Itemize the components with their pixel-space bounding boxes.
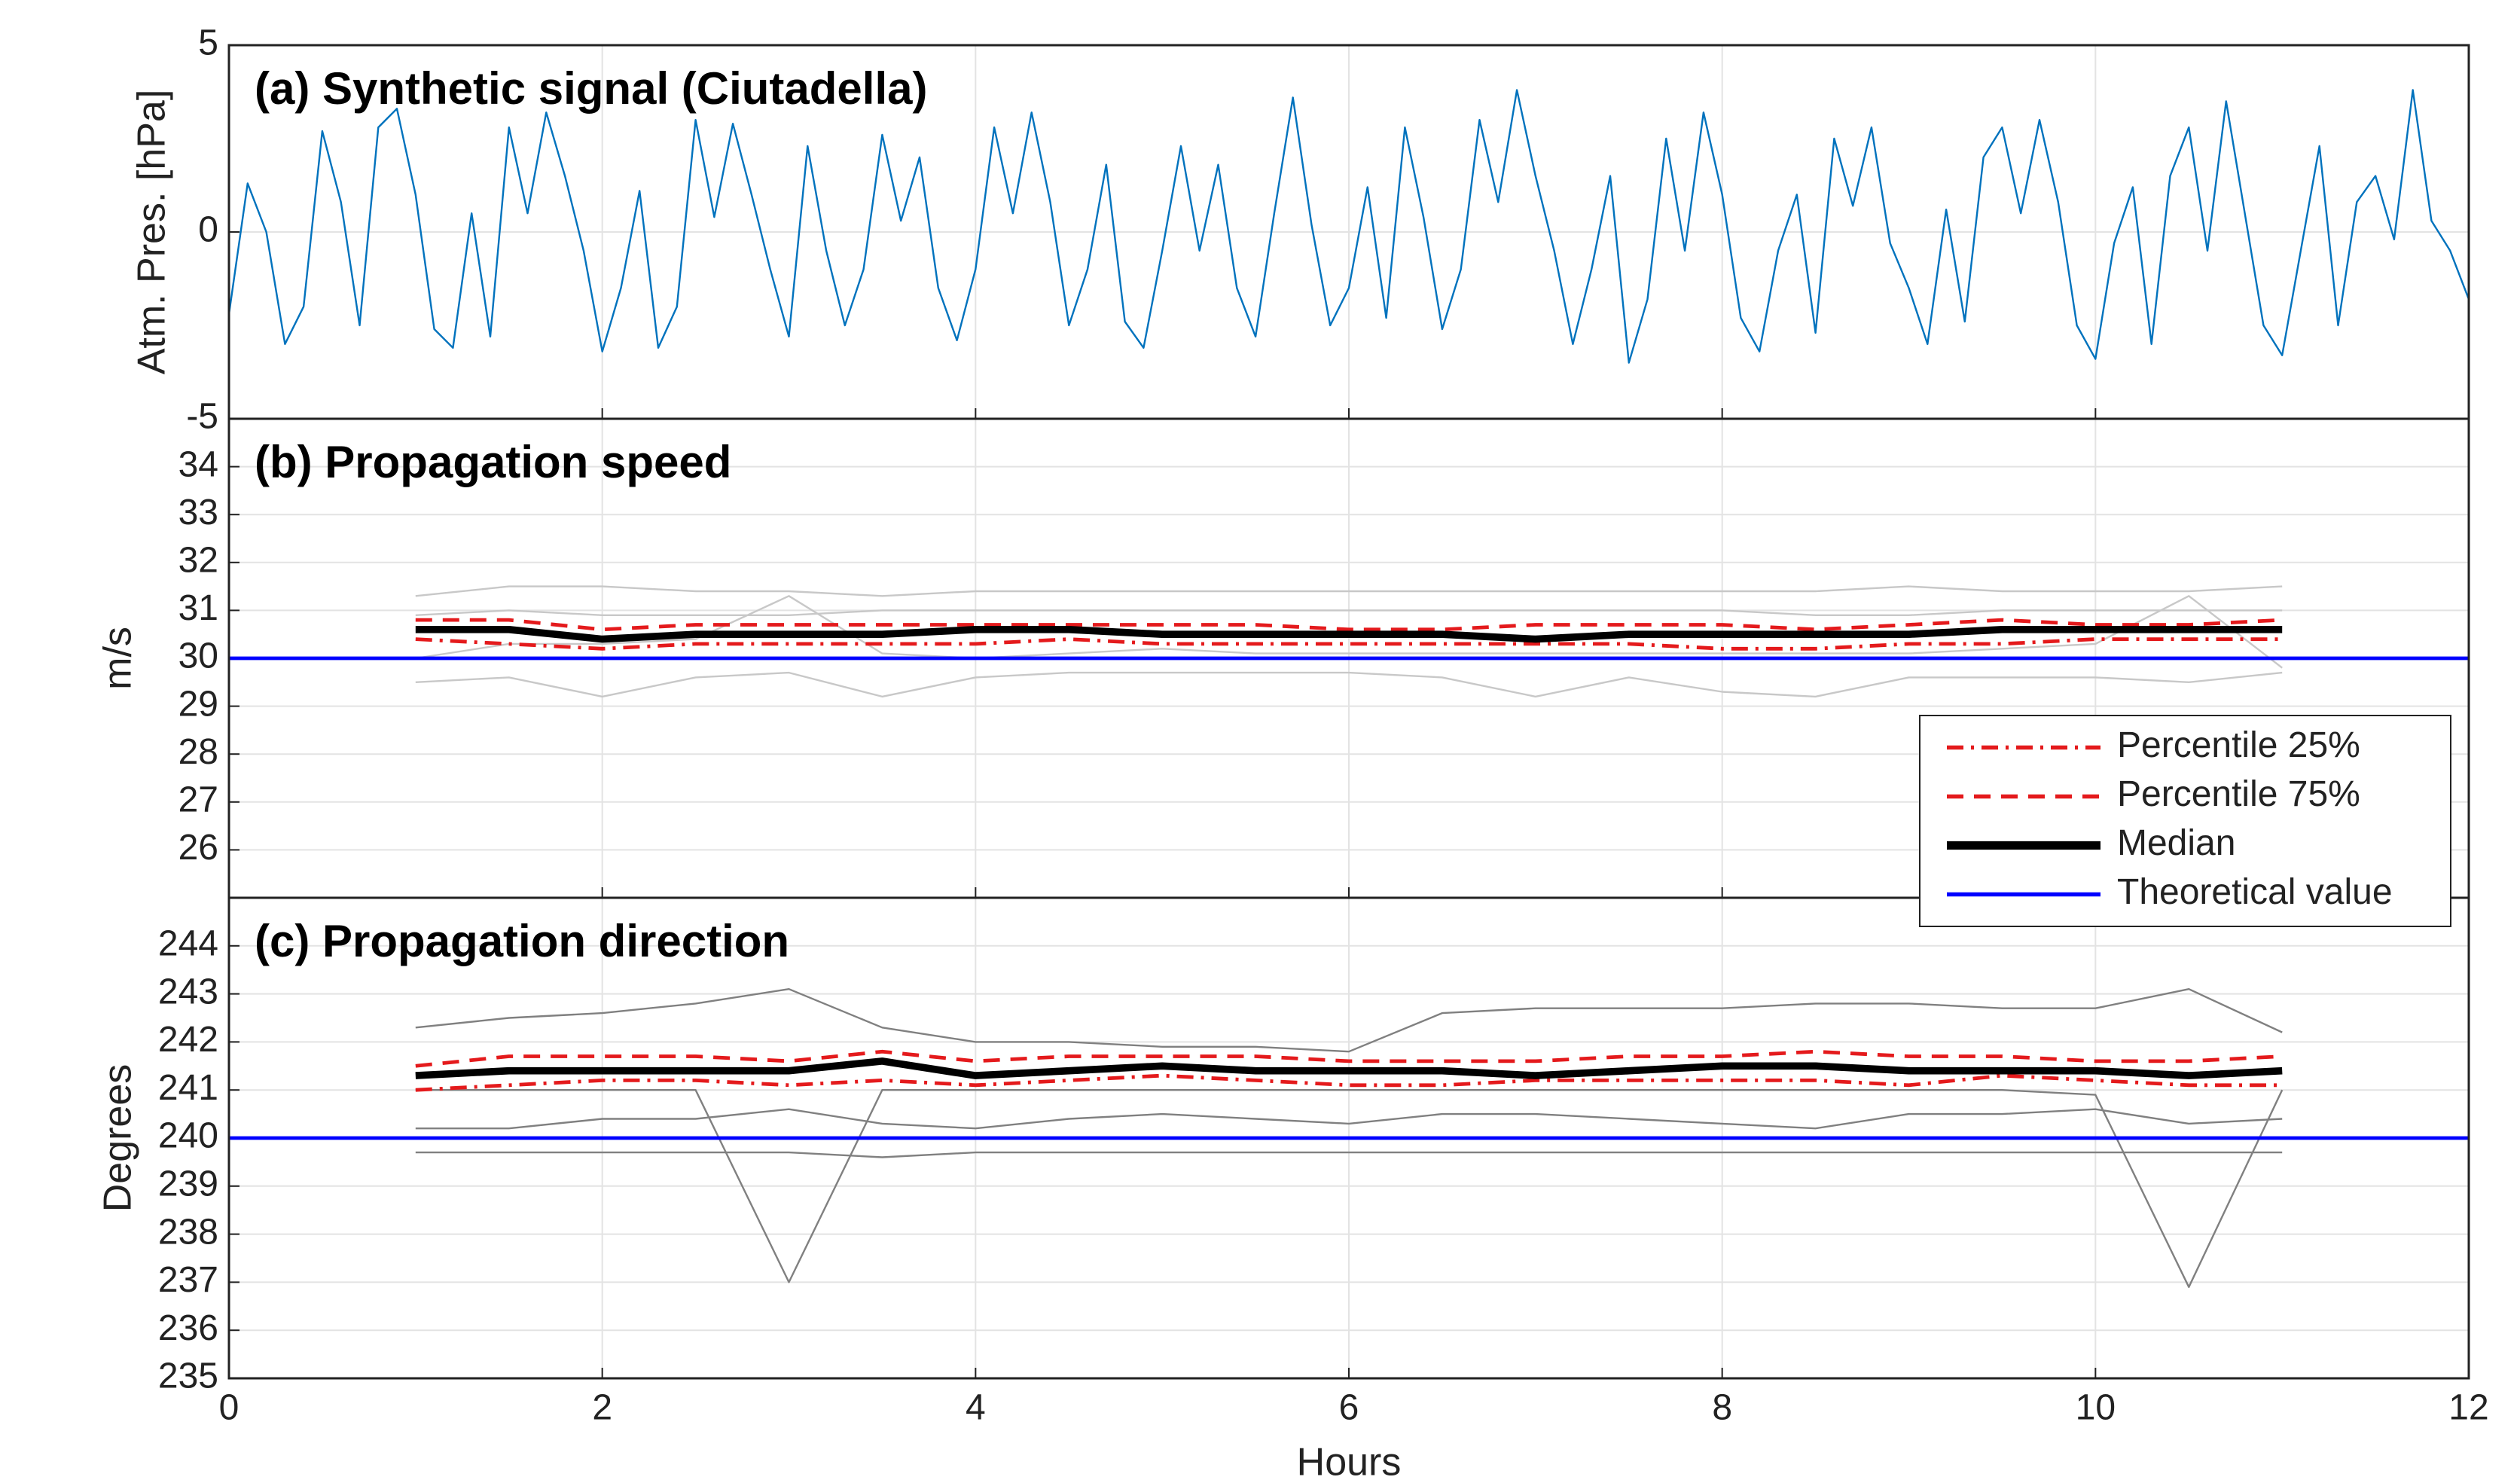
y-tick-label: 237: [158, 1260, 218, 1300]
panel-title: (c) Propagation direction: [255, 916, 789, 966]
y-tick-label: 240: [158, 1116, 218, 1156]
x-axis-label: Hours: [1297, 1441, 1402, 1483]
data-line: [415, 1089, 2284, 1288]
y-tick-label: 239: [158, 1164, 218, 1204]
y-tick-label: 30: [178, 636, 218, 676]
y-tick-label: 34: [178, 444, 218, 484]
legend-label: Theoretical value: [2117, 872, 2393, 912]
panel-title: (b) Propagation speed: [255, 437, 731, 487]
legend-box: [1919, 715, 2451, 927]
panel: -5 0 5 (a) Synthetic signal (Ciutadella) Atm…: [130, 23, 2470, 437]
x-tick-label: 12: [2448, 1388, 2488, 1428]
x-tick-label: 6: [1339, 1388, 1359, 1428]
data-line: [415, 1057, 2283, 1079]
data-line: [415, 1108, 2283, 1130]
data-line: [415, 585, 2283, 597]
data-line: [227, 89, 2470, 364]
y-axis-label: Degrees: [96, 1064, 140, 1213]
panel-title: (a) Synthetic signal (Ciutadella): [255, 63, 927, 114]
y-axis-label: m/s: [96, 627, 140, 690]
y-tick-label: 244: [158, 923, 218, 963]
legend-label: Median: [2117, 823, 2235, 863]
y-tick-label: 243: [158, 972, 218, 1012]
y-tick-label: 33: [178, 493, 218, 532]
data-line: [415, 618, 2283, 632]
x-tick-label: 0: [219, 1388, 239, 1428]
y-tick-label: 235: [158, 1356, 218, 1396]
y-tick-label: 26: [178, 828, 218, 868]
y-tick-label: -5: [186, 397, 218, 437]
legend-label: Percentile 75%: [2117, 774, 2360, 814]
y-tick-label: 32: [178, 540, 218, 580]
data-line: [415, 671, 2283, 698]
data-line: [415, 1151, 2283, 1158]
legend: Percentile 25% Percentile 75% Median Theore…: [1919, 715, 2451, 927]
y-tick-label: 236: [158, 1308, 218, 1348]
y-tick-label: 29: [178, 684, 218, 724]
data-line: [415, 626, 2283, 643]
y-tick-label: 238: [158, 1212, 218, 1252]
axes-frame: [227, 896, 2470, 1380]
data-line: [415, 988, 2283, 1053]
legend-label: Percentile 25%: [2117, 725, 2360, 765]
x-tick-label: 2: [592, 1388, 612, 1428]
panel: 235 236 237 238 239 240 241 242 243 244 0 2 4 6 8 10 12 (…: [96, 896, 2489, 1483]
y-axis-label: Atm. Pres. [hPa]: [130, 90, 174, 375]
y-tick-label: 27: [178, 780, 218, 819]
y-tick-label: 5: [198, 23, 218, 63]
y-tick-label: 0: [198, 210, 218, 250]
y-tick-label: 242: [158, 1020, 218, 1060]
y-tick-label: 241: [158, 1068, 218, 1108]
x-tick-label: 10: [2076, 1388, 2116, 1428]
y-tick-label: 28: [178, 732, 218, 772]
data-line: [415, 609, 2283, 616]
y-tick-label: 31: [178, 588, 218, 628]
x-tick-label: 8: [1712, 1388, 1732, 1428]
data-line: [415, 1049, 2283, 1068]
x-tick-label: 4: [966, 1388, 986, 1428]
